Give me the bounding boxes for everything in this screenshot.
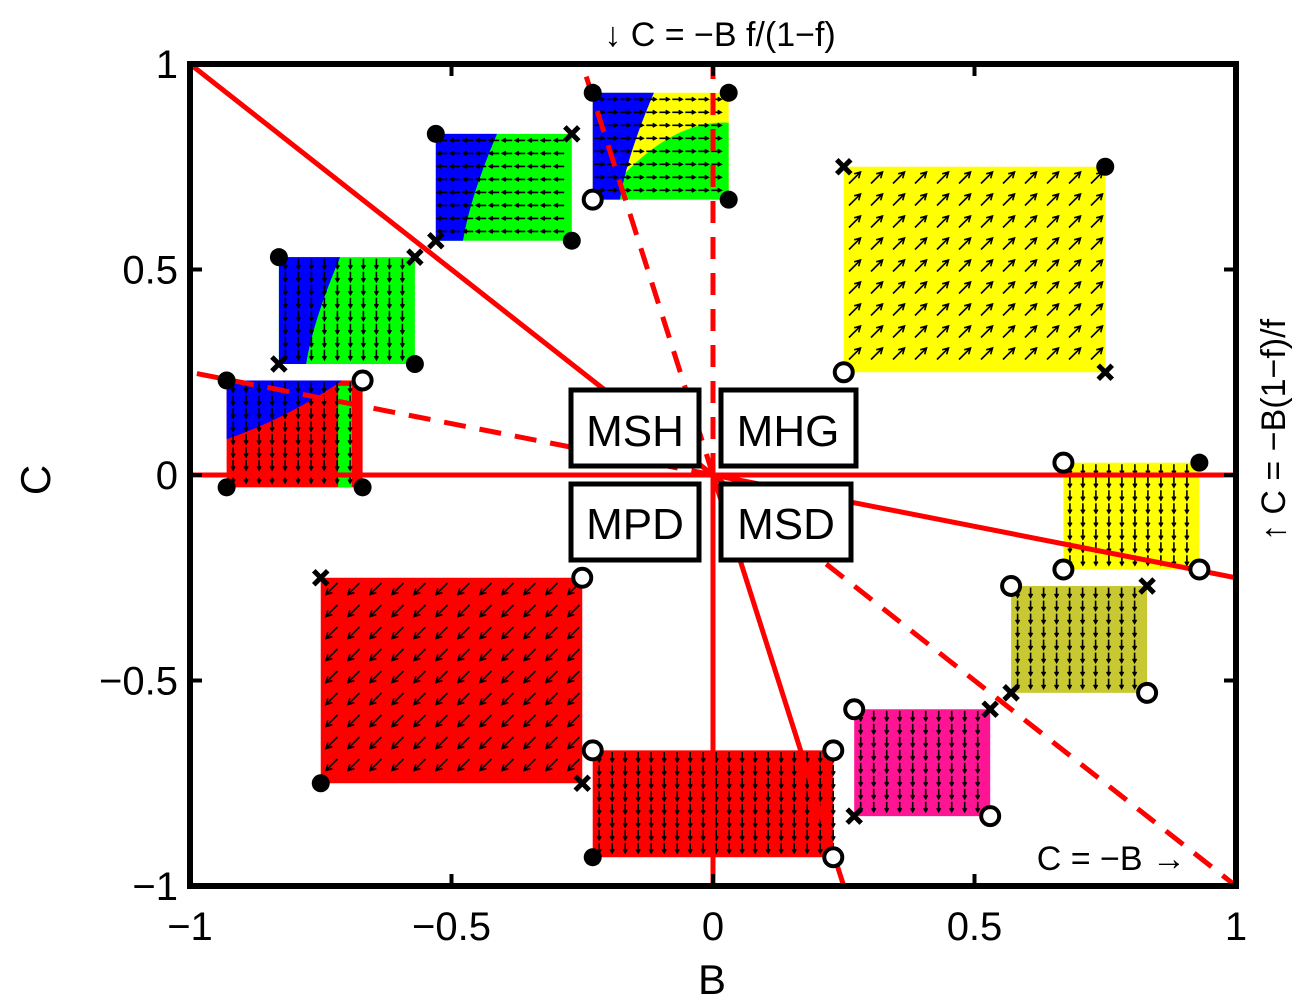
region-arrow-field bbox=[324, 582, 581, 772]
region-arrow-field bbox=[230, 382, 353, 485]
marker-open-circle bbox=[1052, 558, 1075, 581]
annotation-top: ↓ C = −B f/(1−f) bbox=[604, 16, 835, 54]
region-7 bbox=[435, 133, 572, 241]
marker-dot bbox=[1190, 453, 1209, 472]
marker-dot bbox=[562, 231, 581, 250]
region-8 bbox=[278, 257, 415, 365]
y-tick-label: 0 bbox=[156, 454, 178, 498]
marker-open-circle bbox=[843, 698, 866, 721]
marker-cross bbox=[981, 700, 999, 719]
marker-cross bbox=[270, 355, 288, 373]
quad-box-msd: MSD bbox=[718, 481, 854, 563]
marker-cross bbox=[1096, 363, 1115, 382]
x-tick-label: −0.5 bbox=[412, 905, 491, 949]
marker-cross bbox=[311, 568, 330, 587]
region-split-left bbox=[278, 257, 341, 365]
region-9 bbox=[226, 380, 363, 488]
x-axis-label: B bbox=[698, 956, 726, 1002]
region-arrow-field bbox=[848, 170, 1104, 361]
marker-dot bbox=[217, 478, 236, 497]
y-tick-label: 0.5 bbox=[122, 249, 178, 293]
region-arrow-field bbox=[435, 137, 565, 234]
region-split-left bbox=[435, 133, 498, 241]
marker-open-circle bbox=[571, 566, 594, 589]
y-axis-label: C bbox=[12, 465, 59, 495]
region-1 bbox=[320, 577, 583, 784]
quad-box-mhg: MHG bbox=[718, 387, 859, 469]
marker-open-circle bbox=[822, 846, 845, 869]
marker-cross bbox=[563, 125, 581, 143]
marker-dot bbox=[217, 371, 236, 390]
region-split-left bbox=[592, 92, 654, 200]
quad-box-mpd: MPD bbox=[568, 481, 702, 563]
annotation-right: ↑ C = −B(1−f)/f bbox=[1255, 318, 1293, 541]
marker-open-circle bbox=[979, 805, 1002, 828]
quad-label-mpd: MPD bbox=[586, 500, 684, 549]
marker-dot bbox=[1096, 157, 1115, 176]
region-4 bbox=[1011, 585, 1148, 693]
marker-dot bbox=[583, 848, 602, 867]
region-split-lower bbox=[606, 122, 729, 200]
marker-cross bbox=[1002, 684, 1020, 702]
marker-open-circle bbox=[1052, 451, 1075, 474]
marker-dot bbox=[426, 124, 445, 143]
y-tick-label: −0.5 bbox=[99, 660, 178, 704]
marker-dot bbox=[269, 248, 288, 267]
region-0 bbox=[843, 166, 1106, 373]
marker-open-circle bbox=[832, 361, 855, 384]
quad-box-msh: MSH bbox=[568, 387, 702, 469]
quad-label-mhg: MHG bbox=[737, 407, 840, 456]
region-3 bbox=[854, 709, 991, 817]
y-tick-label: −1 bbox=[132, 865, 178, 909]
marker-dot bbox=[353, 478, 372, 497]
marker-dot bbox=[719, 83, 738, 102]
marker-cross bbox=[845, 807, 863, 825]
marker-cross bbox=[427, 231, 445, 250]
region-arrow-field bbox=[282, 258, 405, 362]
region-split-right bbox=[338, 385, 352, 488]
marker-cross bbox=[406, 248, 424, 266]
region-fill bbox=[1011, 585, 1148, 693]
marker-open-circle bbox=[1188, 558, 1211, 581]
marker-open-circle bbox=[581, 739, 604, 762]
marker-open-circle bbox=[1136, 681, 1159, 704]
region-fill bbox=[854, 709, 991, 817]
quad-label-msh: MSH bbox=[586, 407, 684, 456]
quadrant-labels: MSH MHG MPD MSD bbox=[568, 387, 859, 563]
region-6 bbox=[592, 92, 729, 200]
region-arrow-field bbox=[594, 96, 723, 193]
annotation-bottom-right: C = −B → bbox=[1037, 840, 1186, 878]
marker-dot bbox=[583, 83, 602, 102]
marker-open-circle bbox=[581, 188, 604, 211]
x-tick-label: 0.5 bbox=[947, 905, 1003, 949]
region-fill bbox=[843, 166, 1106, 373]
quad-label-msd: MSD bbox=[737, 500, 835, 549]
x-tick-label: −1 bbox=[167, 905, 213, 949]
marker-cross bbox=[834, 157, 853, 176]
region-fill bbox=[320, 577, 583, 784]
marker-dot bbox=[311, 774, 330, 793]
x-tick-label: 0 bbox=[702, 905, 724, 949]
marker-cross bbox=[573, 774, 592, 793]
marker-dot bbox=[719, 190, 738, 209]
region-5 bbox=[1063, 462, 1200, 570]
marker-open-circle bbox=[1000, 574, 1023, 597]
marker-open-circle bbox=[822, 739, 845, 762]
x-tick-label: 1 bbox=[1225, 905, 1247, 949]
marker-dot bbox=[405, 355, 424, 374]
marker-cross bbox=[1138, 577, 1156, 595]
region-fill bbox=[1063, 462, 1200, 570]
marker-open-circle bbox=[351, 369, 374, 392]
corner-markers bbox=[217, 83, 1211, 869]
y-tick-label: 1 bbox=[156, 43, 178, 87]
axis-ticks: −1 −0.5 0 0.5 1 −1 −0.5 0 0.5 1 bbox=[99, 43, 1247, 949]
